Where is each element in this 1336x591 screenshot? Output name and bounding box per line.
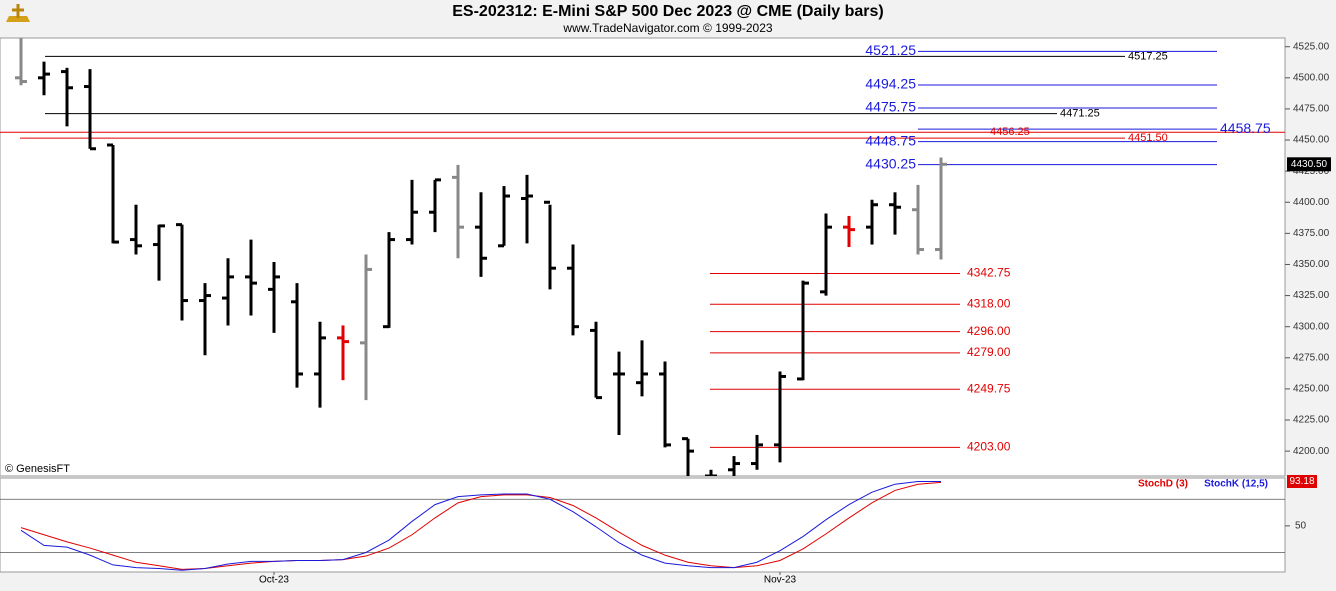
level-label: 4342.75 (967, 266, 1011, 280)
level-label: 4451.50 (1128, 132, 1168, 144)
level-label: 4471.25 (1060, 107, 1100, 119)
last-price-label: 4430.50 (1291, 159, 1328, 170)
y-tick-label: 4225.00 (1293, 415, 1330, 426)
level-label: 4456.25 (990, 126, 1030, 138)
level-label: 4494.25 (865, 76, 916, 92)
y-tick-label: 4375.00 (1293, 228, 1330, 239)
level-label: 4458.75 (1220, 120, 1271, 136)
level-label: 4279.00 (967, 345, 1011, 359)
stoch-plot (0, 481, 1285, 571)
y-tick-label: 4350.00 (1293, 259, 1330, 270)
watermark: © GenesisFT (5, 463, 70, 475)
level-label: 4203.00 (967, 440, 1011, 454)
legend-entry: StochD (3) (1138, 479, 1188, 490)
y-tick-label: 4275.00 (1293, 352, 1330, 363)
level-label: 4517.25 (1128, 50, 1168, 62)
level-label: 4296.00 (967, 324, 1011, 338)
y-tick-label: 4325.00 (1293, 290, 1330, 301)
stoch-pane (0, 477, 1286, 573)
last-value-label: 93.18 (1289, 476, 1314, 487)
last-price-box (1287, 157, 1331, 172)
y-tick-label: 4250.00 (1293, 384, 1330, 395)
chart-title: ES-202312: E-Mini S&P 500 Dec 2023 @ CME… (452, 3, 884, 20)
y-tick-label: 50 (1295, 521, 1307, 532)
price-plot (0, 38, 1285, 476)
stoch-line (20, 481, 941, 571)
y-tick-label: 4300.00 (1293, 321, 1330, 332)
x-tick-label: Nov-23 (764, 575, 797, 586)
x-tick-label: Oct-23 (259, 575, 289, 586)
logo (6, 4, 30, 22)
level-label: 4249.75 (967, 381, 1011, 395)
level-label: 4430.25 (865, 155, 916, 171)
y-tick-label: 4500.00 (1293, 72, 1330, 83)
main-pane (0, 37, 1286, 477)
y-tick-label: 4525.00 (1293, 41, 1330, 52)
y-tick-label: 4450.00 (1293, 135, 1330, 146)
legend-entry: StochK (12,5) (1204, 479, 1268, 490)
y-tick-label: 4475.00 (1293, 104, 1330, 115)
level-label: 4475.75 (865, 99, 916, 115)
y-tick-label: 4200.00 (1293, 446, 1330, 457)
last-value-box (1287, 475, 1317, 488)
level-label: 4448.75 (865, 132, 916, 148)
level-label: 4521.25 (865, 42, 916, 58)
y-tick-label: 4400.00 (1293, 197, 1330, 208)
stoch-line (20, 481, 942, 570)
chart-subtitle: www.TradeNavigator.com © 1999-2023 (562, 21, 772, 35)
level-label: 4318.00 (967, 296, 1011, 310)
